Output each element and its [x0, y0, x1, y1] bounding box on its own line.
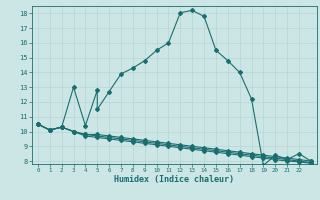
X-axis label: Humidex (Indice chaleur): Humidex (Indice chaleur)	[115, 175, 234, 184]
